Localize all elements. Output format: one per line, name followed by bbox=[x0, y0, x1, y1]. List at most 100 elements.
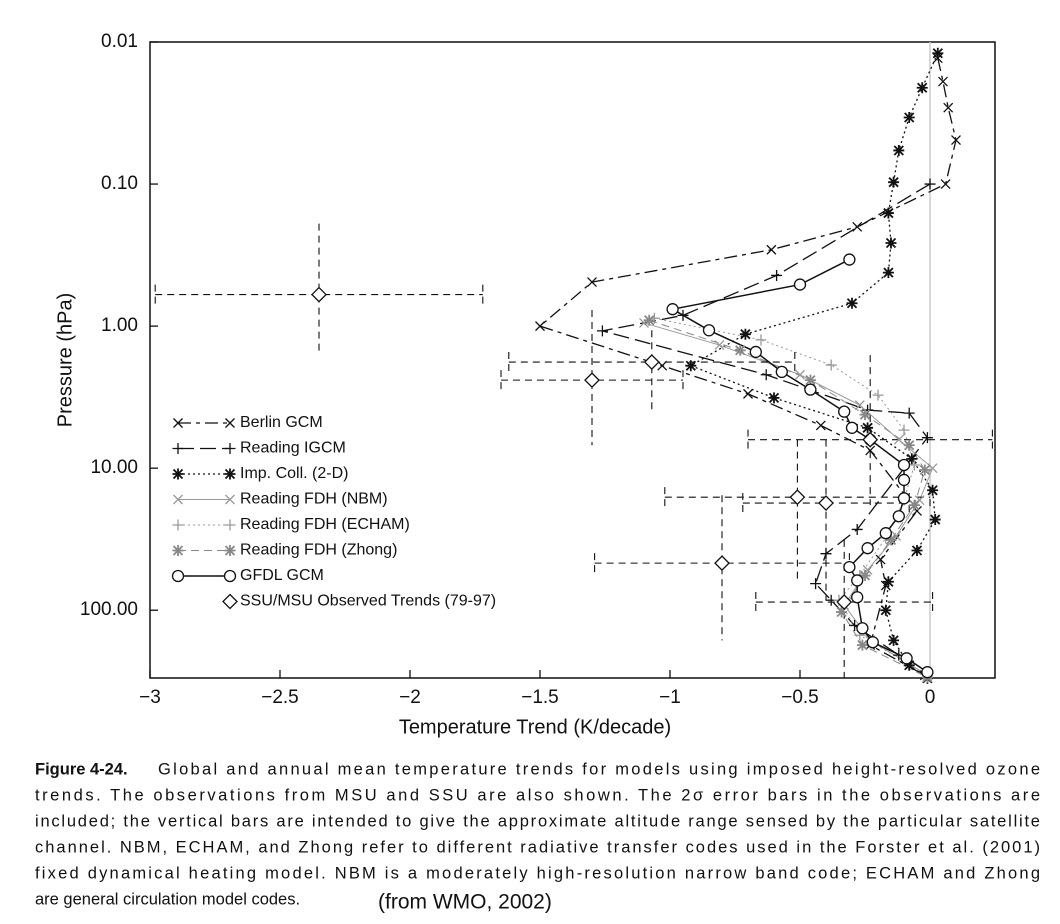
legend-label: Reading FDH (Zhong) bbox=[240, 542, 397, 559]
x-tick-label: −2.5 bbox=[261, 687, 299, 708]
legend-marker bbox=[173, 494, 183, 505]
y-axis-label: Pressure (hPa) bbox=[54, 293, 76, 428]
marker bbox=[916, 82, 928, 94]
series-line bbox=[689, 52, 939, 679]
marker bbox=[898, 424, 910, 436]
marker bbox=[820, 548, 832, 560]
caption-line: trends. The observations from MSU and SS… bbox=[35, 786, 1040, 804]
marker bbox=[643, 314, 655, 326]
x-axis-label: Temperature Trend (K/decade) bbox=[399, 716, 671, 738]
caption-line: are general circulation model codes. bbox=[35, 890, 300, 908]
legend-marker bbox=[225, 494, 235, 505]
y-tick-label: 0.10 bbox=[101, 173, 138, 194]
marker bbox=[892, 510, 905, 523]
marker bbox=[666, 303, 679, 316]
marker bbox=[810, 578, 822, 590]
plot-area bbox=[154, 52, 993, 679]
marker bbox=[929, 514, 941, 526]
legend-marker bbox=[172, 545, 184, 556]
marker bbox=[755, 334, 767, 346]
legend-label: Reading FDH (ECHAM) bbox=[240, 516, 410, 533]
marker bbox=[879, 527, 892, 540]
marker bbox=[908, 459, 920, 471]
legend-marker bbox=[224, 468, 236, 480]
y-tick-label: 10.00 bbox=[90, 457, 138, 478]
marker bbox=[804, 383, 817, 396]
y-tick-label: 1.00 bbox=[101, 315, 138, 336]
y-tick-label: 100.00 bbox=[80, 599, 138, 620]
marker bbox=[766, 244, 777, 255]
marker bbox=[859, 570, 871, 582]
error-bar-x bbox=[508, 352, 796, 373]
legend: Berlin GCM Reading IGCM Imp. Coll. (2-D) Re… bbox=[178, 414, 496, 610]
marker bbox=[749, 345, 762, 359]
marker bbox=[900, 652, 913, 665]
y-tick-label: 0.01 bbox=[101, 31, 138, 52]
marker bbox=[932, 47, 944, 59]
marker bbox=[677, 309, 689, 321]
marker bbox=[714, 340, 725, 351]
legend-label: SSU/MSU Observed Trends (79-97) bbox=[240, 593, 496, 610]
marker bbox=[911, 545, 923, 557]
marker bbox=[743, 388, 753, 399]
marker bbox=[657, 360, 668, 371]
caption-line: fixed dynamical heating model. NBM is a … bbox=[35, 864, 1040, 882]
marker bbox=[584, 372, 600, 389]
legend-marker bbox=[222, 593, 238, 610]
marker bbox=[897, 458, 911, 472]
marker bbox=[856, 639, 868, 651]
marker bbox=[921, 666, 934, 679]
marker bbox=[903, 407, 915, 419]
legend-marker bbox=[173, 418, 183, 428]
marker bbox=[951, 135, 961, 146]
marker bbox=[818, 495, 834, 511]
marker bbox=[775, 365, 788, 379]
x-tick-label: −2 bbox=[399, 687, 421, 708]
marker bbox=[861, 542, 874, 555]
caption-line: channel. NBM, ECHAM, and Zhong refer to … bbox=[35, 838, 1040, 856]
marker bbox=[643, 354, 660, 370]
marker bbox=[927, 484, 939, 496]
marker bbox=[893, 144, 905, 156]
error-bar-x bbox=[154, 284, 484, 305]
series-line bbox=[602, 183, 931, 679]
marker bbox=[845, 421, 859, 434]
legend-label: Berlin GCM bbox=[240, 414, 323, 431]
marker bbox=[739, 328, 751, 340]
plot-frame bbox=[149, 41, 996, 679]
series-line bbox=[649, 319, 928, 678]
marker bbox=[897, 473, 911, 487]
series-line bbox=[538, 58, 957, 676]
legend-marker bbox=[224, 545, 236, 556]
marker bbox=[921, 432, 933, 444]
marker bbox=[908, 499, 920, 511]
marker bbox=[882, 267, 894, 279]
marker bbox=[734, 344, 746, 356]
x-tick-label: −0.5 bbox=[781, 687, 819, 708]
marker bbox=[685, 360, 697, 372]
marker bbox=[888, 634, 900, 646]
marker bbox=[535, 321, 545, 332]
marker bbox=[906, 453, 918, 465]
x-tick-label: −1 bbox=[659, 687, 681, 708]
marker bbox=[919, 464, 931, 476]
marker bbox=[795, 369, 805, 380]
x-tick-label: −3 bbox=[139, 687, 161, 708]
legend-marker bbox=[224, 443, 236, 454]
caption-label: Figure 4-24. bbox=[35, 760, 128, 778]
marker bbox=[851, 523, 863, 535]
marker bbox=[865, 445, 876, 456]
marker bbox=[893, 434, 904, 445]
legend-marker bbox=[171, 569, 185, 583]
marker bbox=[771, 269, 783, 281]
marker bbox=[862, 422, 874, 434]
marker bbox=[856, 622, 869, 635]
marker bbox=[838, 405, 851, 418]
legend-marker bbox=[224, 519, 236, 531]
caption-line: Global and annual mean temperature trend… bbox=[158, 760, 1040, 778]
marker bbox=[760, 369, 772, 381]
legend-marker bbox=[225, 418, 235, 428]
marker bbox=[885, 237, 897, 249]
marker bbox=[862, 431, 879, 448]
